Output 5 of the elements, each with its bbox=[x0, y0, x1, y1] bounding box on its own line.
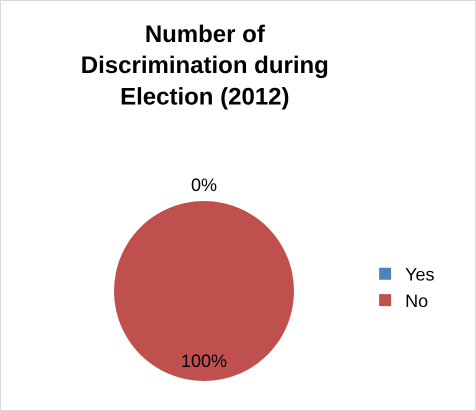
data-label: 100% bbox=[181, 351, 228, 371]
legend-label: No bbox=[405, 291, 428, 312]
text: 0% bbox=[191, 175, 218, 195]
legend-label: Yes bbox=[405, 264, 434, 285]
chart-title: Number of Discrimination during Election (2012) bbox=[80, 20, 329, 110]
